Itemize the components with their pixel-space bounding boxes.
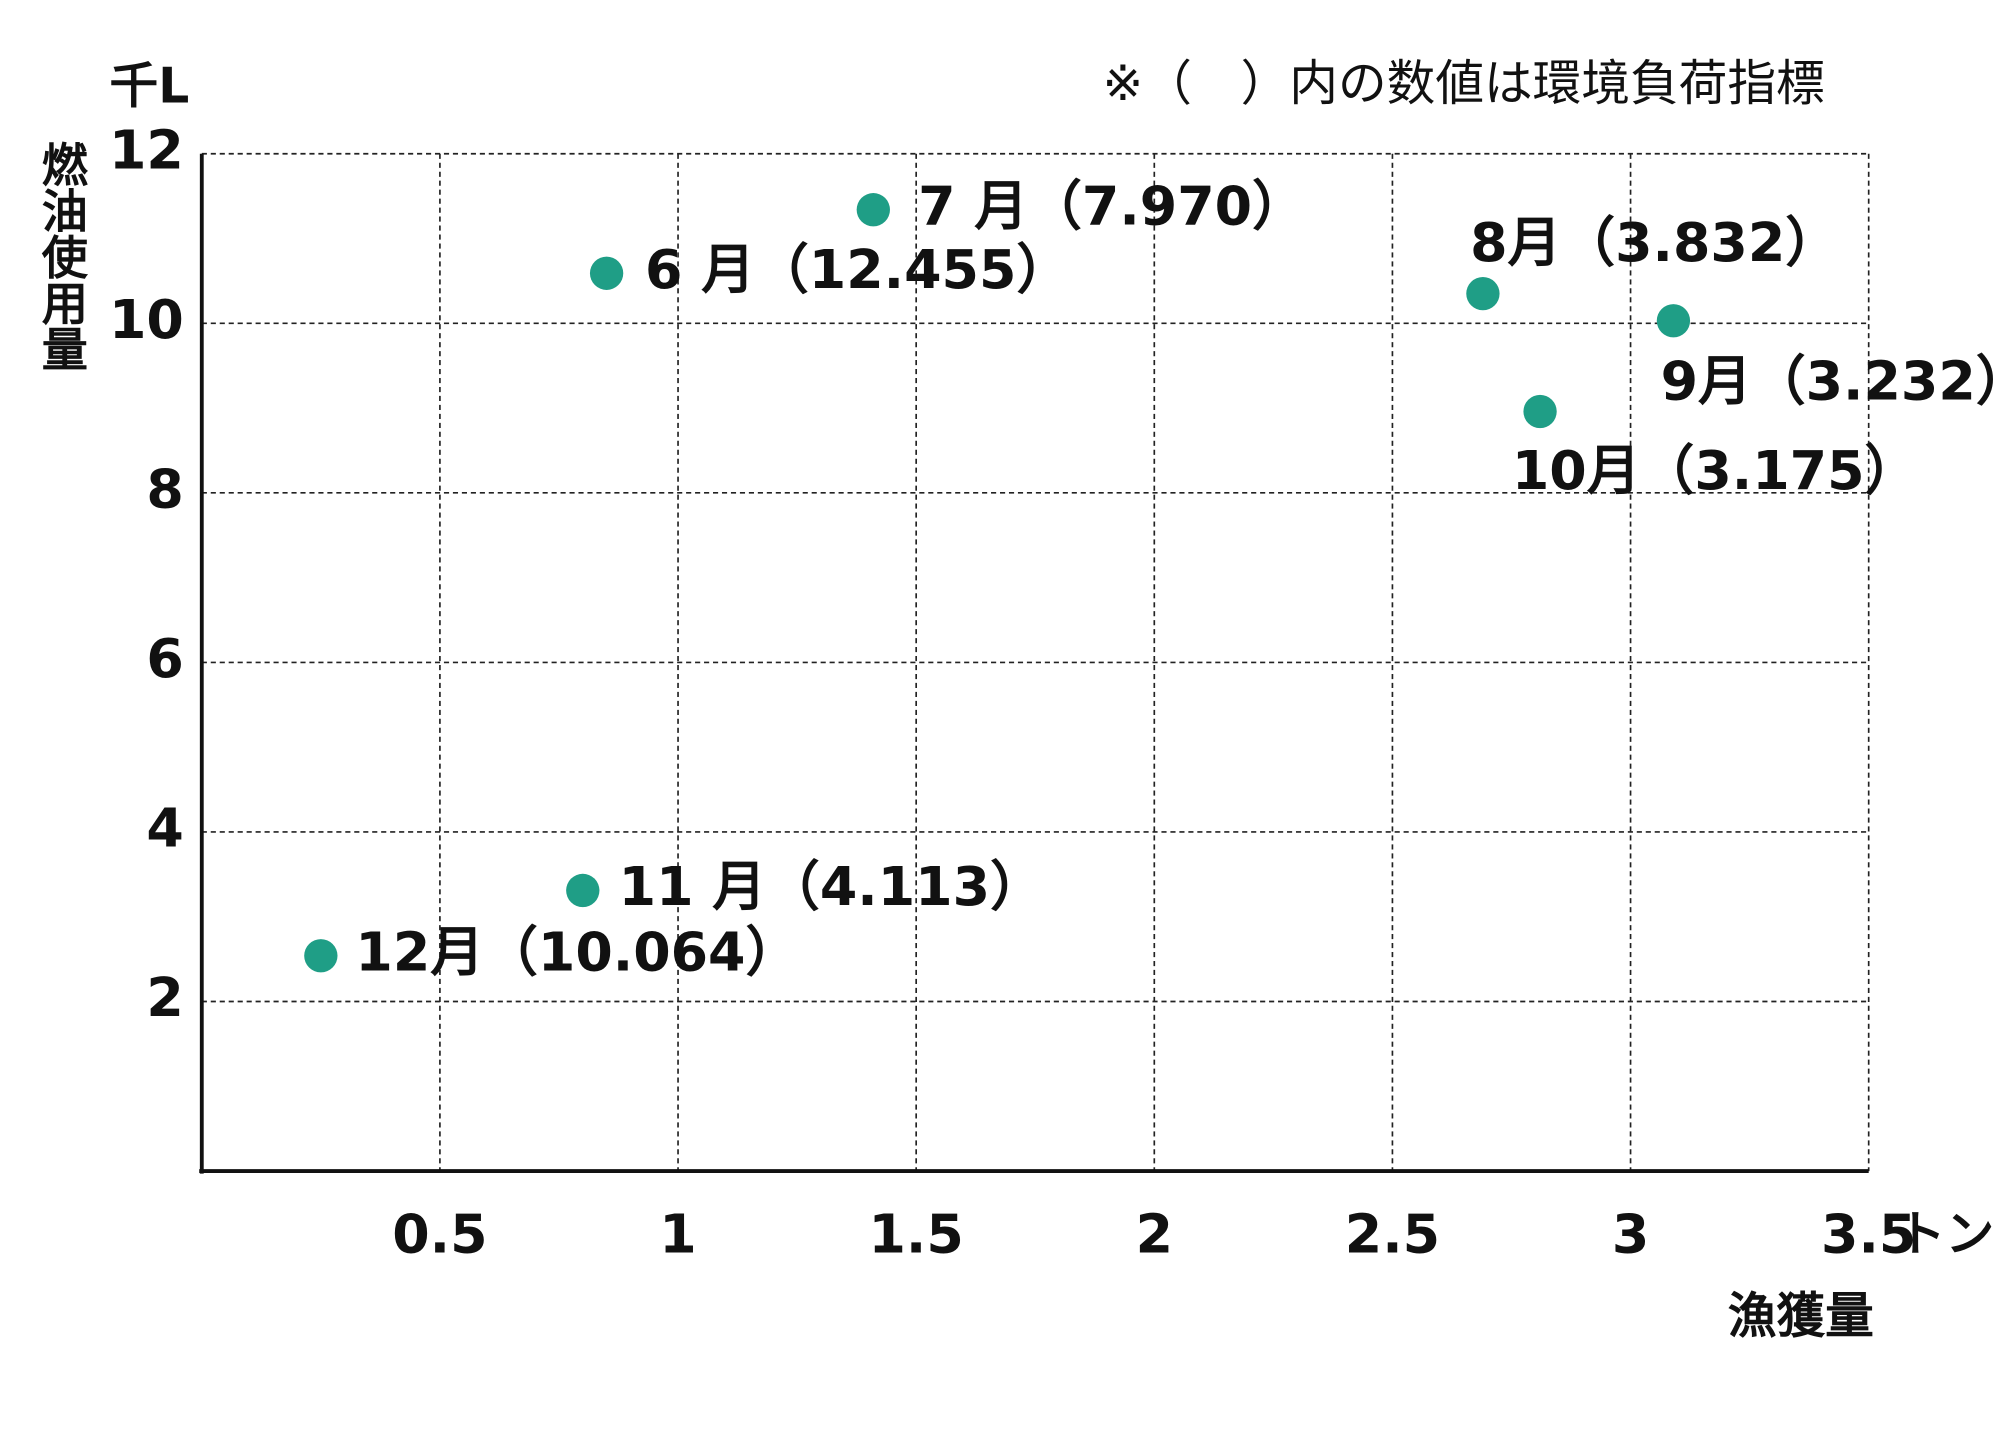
- point-label: 8月（3.832）: [1470, 211, 1839, 274]
- point: [1523, 394, 1557, 429]
- point-label: 10月（3.175）: [1512, 439, 1918, 502]
- y-tick-label: 2: [146, 966, 183, 1029]
- point-label: 12月（10.064）: [355, 920, 799, 983]
- x-unit: トン: [1897, 1207, 1994, 1263]
- x-tick-label: 2: [1136, 1202, 1173, 1265]
- point: [1656, 304, 1691, 338]
- y-unit: 千L: [110, 59, 190, 115]
- y-tick-label: 12: [109, 118, 184, 181]
- point-label: 11 月（4.113）: [619, 855, 1044, 918]
- x-tick-label: 3.5: [1821, 1202, 1916, 1265]
- point: [1466, 276, 1500, 311]
- point-label: 7 月（7.970）: [918, 174, 1306, 237]
- y-tick-label: 10: [109, 288, 184, 351]
- point-label: 6 月（12.455）: [645, 238, 1070, 301]
- x-tick-label: 0.5: [392, 1202, 487, 1265]
- point: [856, 193, 890, 227]
- y-tick-label: 6: [146, 627, 183, 690]
- x-tick-label: 1.5: [869, 1202, 964, 1265]
- x-axis-label: 漁獲量: [1728, 1289, 1874, 1345]
- x-tick-label: 2.5: [1345, 1202, 1440, 1265]
- point: [566, 873, 600, 908]
- note: ※（ ）内の数値は環境負荷指標: [1102, 56, 1824, 112]
- point: [589, 256, 624, 290]
- y-tick-label: 4: [146, 797, 183, 860]
- point-label: 9月（3.232）: [1661, 349, 2000, 412]
- y-tick-label: 8: [146, 457, 183, 520]
- y-axis-label: 燃油使用量: [35, 141, 89, 372]
- point: [304, 939, 338, 973]
- x-tick-label: 3: [1612, 1202, 1649, 1265]
- x-tick-label: 1: [659, 1202, 696, 1265]
